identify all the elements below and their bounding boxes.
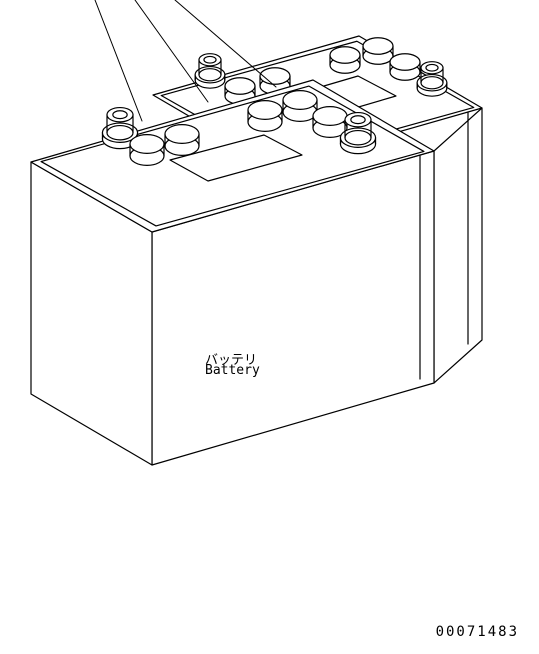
battery-label-english: Battery (205, 363, 260, 378)
diagram-stage: バッテリ Battery 00071483 (0, 0, 539, 654)
battery-diagram-svg (0, 0, 539, 654)
part-number: 00071483 (436, 624, 519, 640)
